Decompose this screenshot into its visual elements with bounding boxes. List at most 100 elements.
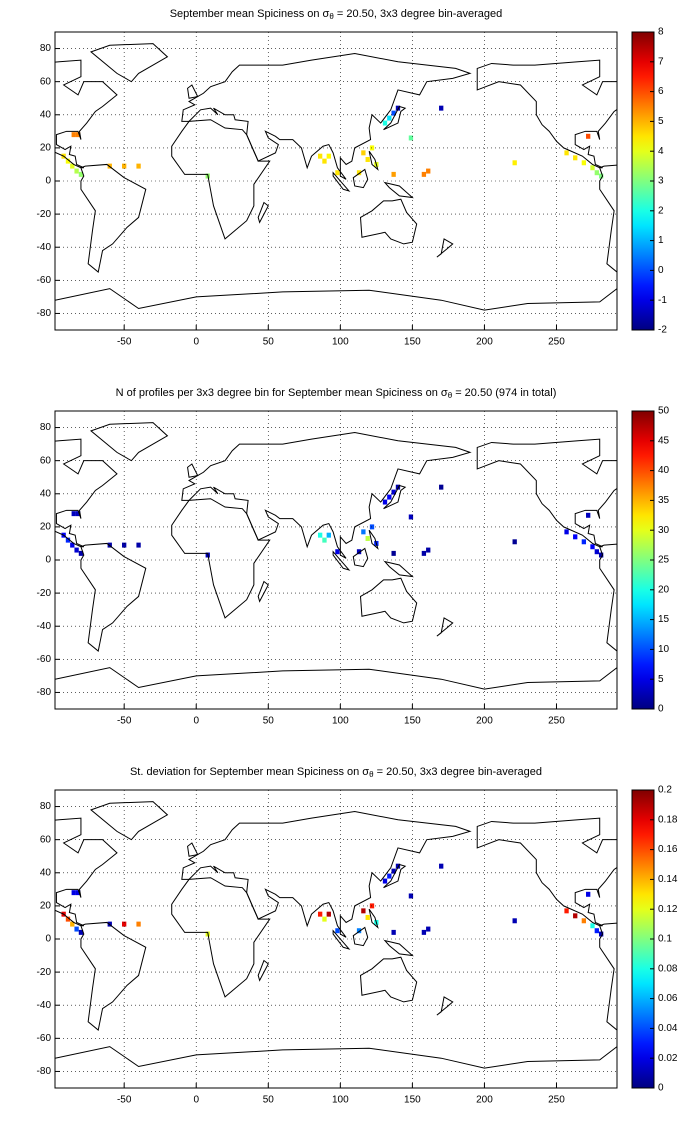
bin-cell: [586, 133, 591, 139]
colorbar-tick-label: 40: [658, 465, 670, 476]
colorbar-tick-label: 50: [658, 406, 670, 417]
coastlines: [55, 421, 617, 690]
y-tick-label: -80: [37, 687, 52, 698]
bin-cell: [564, 150, 569, 156]
cells: [61, 863, 604, 937]
colorbar-tick-label: 0: [658, 265, 664, 276]
x-tick-label: 50: [263, 716, 275, 727]
x-tick-label: 250: [548, 716, 565, 727]
colorbar-tick-label: 0.02: [658, 1053, 678, 1064]
bin-cell: [426, 926, 431, 932]
bin-cell: [322, 916, 327, 922]
colorbar-tick-label: -2: [658, 325, 667, 336]
y-tick-label: 40: [40, 109, 52, 120]
bin-cell: [590, 544, 595, 550]
y-tick-label: -20: [37, 967, 52, 978]
bin-cell: [326, 532, 331, 538]
x-tick-label: 200: [476, 716, 493, 727]
bin-cell: [512, 918, 517, 924]
bin-cell: [75, 132, 81, 138]
colorbar-tick-label: 0.2: [658, 785, 672, 796]
bin-cell: [594, 170, 599, 176]
bin-cell: [573, 155, 578, 161]
bin-cell: [122, 542, 127, 548]
y-tick-label: 80: [40, 801, 52, 812]
bin-cell: [74, 926, 79, 932]
colorbar-tick-label: 25: [658, 555, 670, 566]
y-tick-label: 60: [40, 834, 52, 845]
bin-cell: [122, 163, 127, 169]
x-tick-label: 0: [193, 716, 199, 727]
y-tick-label: -20: [37, 209, 52, 220]
colorbar-tick-label: 0.18: [658, 814, 678, 825]
bin-cell: [586, 512, 591, 518]
colorbar-tick-label: 45: [658, 435, 670, 446]
chart-title: St. deviation for September mean Spicine…: [130, 766, 542, 779]
y-tick-label: 20: [40, 901, 52, 912]
bin-cell: [594, 549, 599, 555]
bin-cell: [65, 158, 71, 164]
bin-cell: [365, 535, 370, 541]
bin-cell: [75, 511, 81, 517]
bin-cell: [70, 542, 75, 548]
coastlines: [55, 800, 617, 1069]
title-part: θ: [448, 391, 453, 400]
title-part: = 20.50, 3x3 degree bin-averaged: [334, 8, 503, 20]
bin-cell: [122, 921, 127, 927]
bin-cell: [369, 524, 375, 530]
colorbar-tick-label: 8: [658, 27, 664, 38]
bin-cell: [512, 160, 517, 166]
bin-cell: [395, 105, 401, 111]
x-tick-label: 200: [476, 337, 493, 348]
bin-cell: [590, 923, 595, 929]
y-tick-label: -60: [37, 1033, 52, 1044]
colorbar-tick-label: 6: [658, 86, 664, 97]
bin-cell: [391, 489, 396, 495]
map-panel: N of profiles per 3x3 degree bin for Sep…: [37, 387, 670, 727]
bin-cell: [387, 873, 392, 879]
colorbar-tick-label: 0.06: [658, 993, 678, 1004]
y-tick-label: 20: [40, 143, 52, 154]
bin-cell: [361, 150, 366, 156]
bin-cell: [439, 484, 444, 490]
bin-cell: [65, 916, 71, 922]
bin-cell: [78, 171, 84, 177]
x-tick-label: 0: [193, 1095, 199, 1106]
bin-cell: [78, 550, 84, 556]
bin-cell: [408, 135, 414, 141]
bin-cell: [365, 156, 370, 162]
bin-cell: [136, 542, 141, 548]
x-tick-label: -50: [117, 1095, 132, 1106]
bin-cell: [75, 890, 81, 896]
bin-cell: [317, 153, 323, 159]
bin-cell: [136, 921, 141, 927]
bin-cell: [326, 911, 331, 917]
y-tick-label: -60: [37, 654, 52, 665]
bin-cell: [408, 514, 414, 520]
title-part: September mean Spiciness on σ: [170, 8, 330, 20]
colorbar-tick-label: 0.16: [658, 844, 678, 855]
y-tick-label: 60: [40, 455, 52, 466]
colorbar-tick-label: 30: [658, 525, 670, 536]
title-part: = 20.50, 3x3 degree bin-averaged: [374, 766, 543, 778]
bin-cell: [70, 163, 75, 169]
map-panel: St. deviation for September mean Spicine…: [37, 766, 678, 1106]
bin-cell: [78, 929, 84, 935]
bin-cell: [322, 537, 327, 543]
colorbar-tick-label: 0.08: [658, 963, 678, 974]
axes-frame: [54, 31, 618, 331]
bin-cell: [391, 929, 396, 935]
bin-cell: [65, 537, 71, 543]
coast-wrap: [55, 800, 617, 1069]
bin-cell: [356, 928, 362, 934]
chart-title: N of profiles per 3x3 degree bin for Sep…: [116, 387, 557, 400]
bin-cell: [322, 158, 327, 164]
bin-cell: [317, 532, 323, 538]
title-part: N of profiles per 3x3 degree bin for Sep…: [116, 387, 448, 399]
y-tick-label: 40: [40, 488, 52, 499]
bin-cell: [586, 891, 591, 897]
colorbar-tick-label: 0: [658, 1083, 664, 1094]
bin-cell: [382, 120, 388, 126]
